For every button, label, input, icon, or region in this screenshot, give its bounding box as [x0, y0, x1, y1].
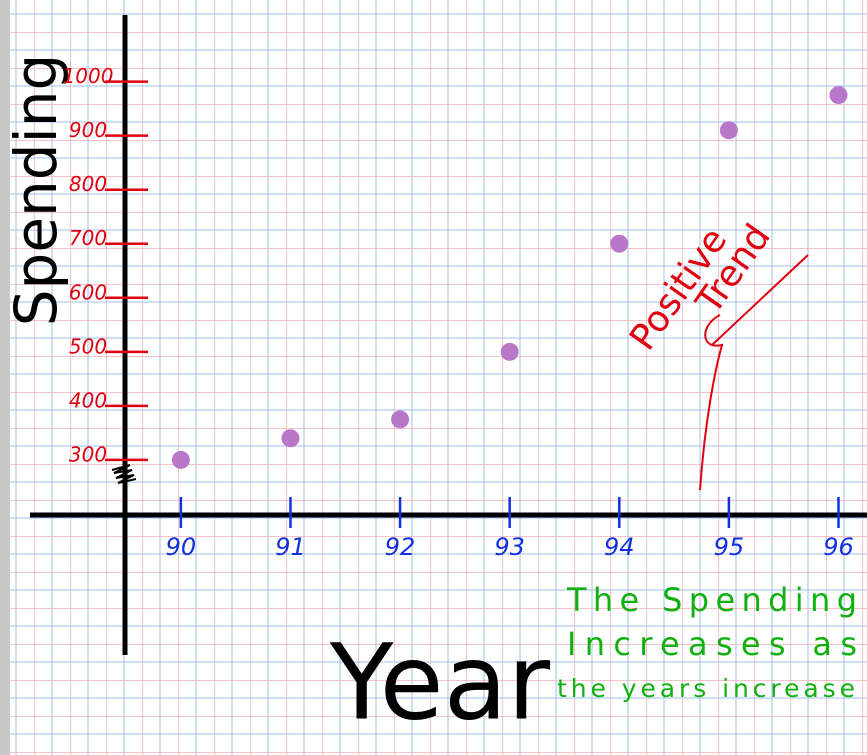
point [391, 410, 409, 428]
y-tick-label: 1000 [63, 64, 114, 88]
x-tick-label: 95 [714, 533, 745, 561]
y-tick-label: 700 [69, 226, 107, 250]
conclusion-note: the years increase [557, 674, 855, 703]
y-tick-label: 500 [69, 334, 107, 358]
point [501, 343, 519, 361]
x-axis-label: Year [329, 621, 550, 743]
page: Spending Year 300 400 500 600 700 800 900 1000 9… [0, 0, 867, 755]
x-tick-label: 90 [166, 533, 197, 561]
point [610, 235, 628, 253]
point [720, 121, 738, 139]
y-tick-label: 800 [69, 172, 107, 196]
chart: Spending Year 300 400 500 600 700 800 900 1000 9… [0, 0, 867, 755]
point [172, 451, 190, 469]
x-tick-label: 96 [823, 533, 854, 561]
x-tick-label: 92 [385, 533, 416, 561]
x-tick-label: 91 [275, 533, 306, 561]
y-tick-label: 400 [69, 388, 107, 412]
y-tick-label: 600 [69, 280, 107, 304]
point [830, 86, 848, 104]
point [281, 429, 299, 447]
x-tick-label: 93 [494, 533, 525, 561]
y-axis-label: Spending [2, 54, 70, 327]
x-tick-label: 94 [604, 533, 635, 561]
y-tick-label: 300 [69, 442, 107, 466]
y-tick-label: 900 [69, 118, 107, 142]
